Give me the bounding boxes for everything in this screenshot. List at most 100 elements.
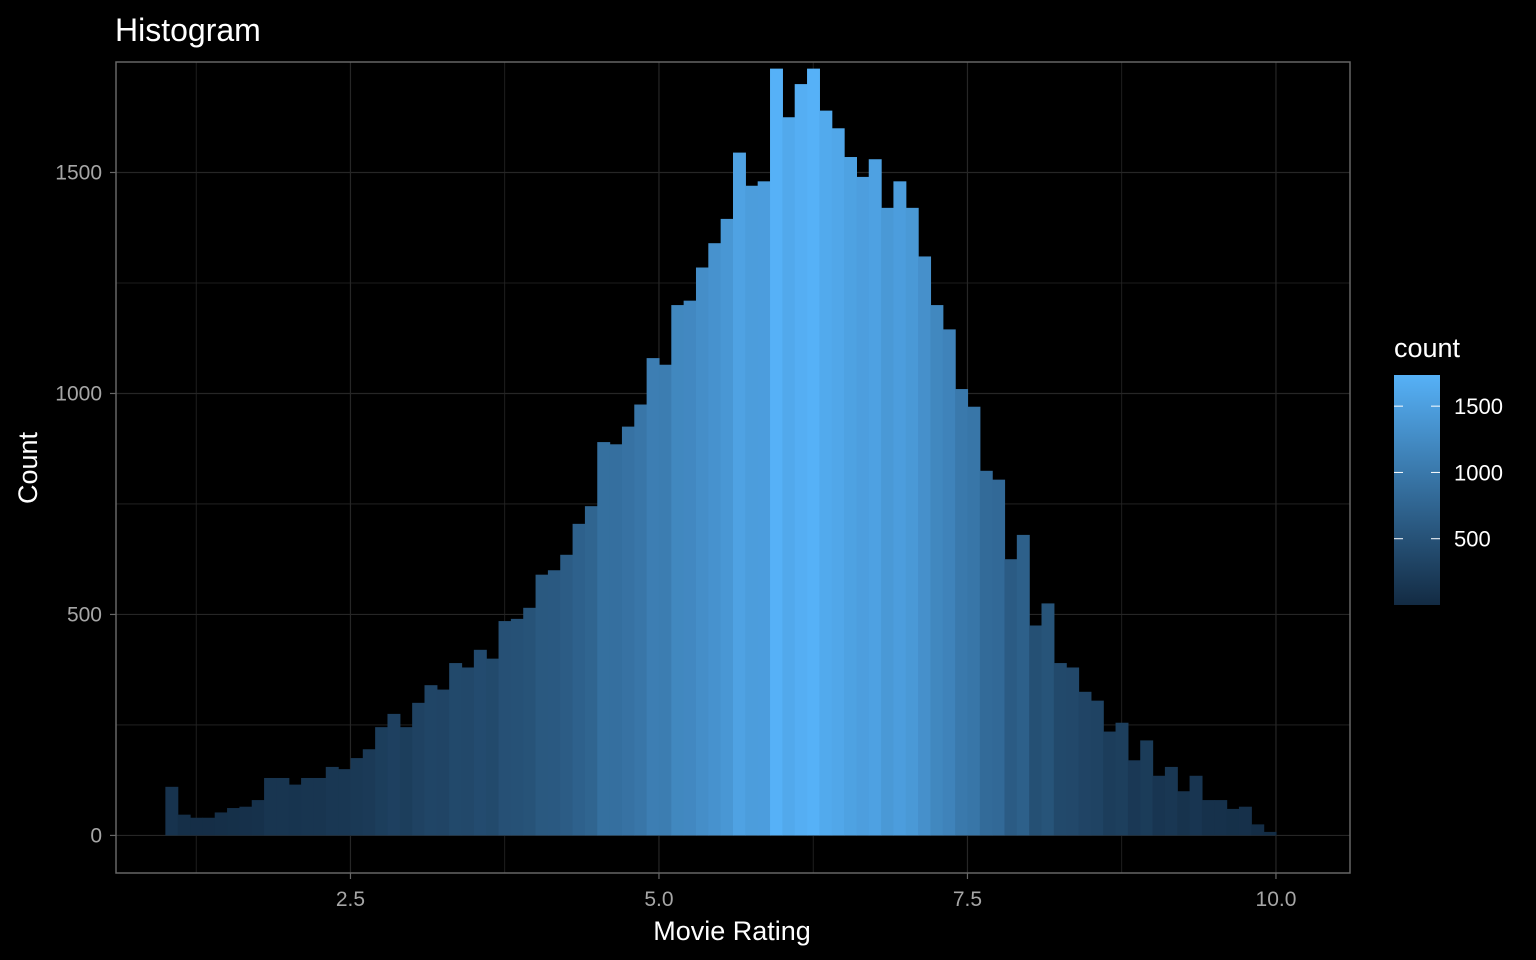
histogram-bar — [325, 766, 339, 836]
histogram-bar — [658, 364, 672, 836]
histogram-bar — [844, 157, 857, 836]
x-axis-ticks: 2.5 5.0 7.5 10.0 — [336, 873, 1297, 911]
histogram-bar — [757, 181, 771, 836]
histogram-bar — [955, 389, 969, 836]
x-tick-label: 5.0 — [644, 888, 673, 911]
histogram-bar — [276, 777, 290, 836]
histogram-bar — [942, 329, 956, 836]
legend-label: 500 — [1454, 527, 1491, 552]
histogram-bar — [165, 786, 179, 836]
histogram-bar — [412, 702, 426, 836]
legend-title: count — [1394, 333, 1461, 363]
panel-border — [115, 61, 1351, 874]
histogram-bar — [572, 523, 586, 836]
histogram-bar — [190, 817, 203, 836]
histogram-bar — [1238, 806, 1252, 836]
legend-label: 1500 — [1454, 394, 1503, 419]
x-tick-label: 2.5 — [336, 888, 365, 911]
histogram-bar — [1041, 603, 1055, 836]
y-axis-ticks: 0 500 1000 1500 — [55, 161, 116, 847]
histogram-bar — [1053, 663, 1067, 836]
histogram-bar — [1090, 700, 1104, 836]
histogram-bar — [1078, 691, 1092, 836]
y-tick-label: 1000 — [55, 382, 102, 405]
histogram-bar — [264, 777, 278, 836]
histogram-bar — [1016, 534, 1030, 836]
histogram-bar — [461, 667, 475, 836]
histogram-bar — [350, 758, 364, 836]
histogram-bar — [1115, 722, 1129, 836]
histogram-bar — [979, 470, 993, 836]
color-legend: count 500 1000 1500 — [1394, 333, 1503, 605]
histogram-bar — [227, 808, 240, 836]
y-tick-label: 1500 — [55, 161, 102, 184]
histogram-bar — [733, 152, 746, 836]
histogram-bar — [547, 570, 561, 836]
histogram-bar — [560, 554, 574, 836]
histogram-bar — [523, 607, 537, 836]
histogram-bar — [1029, 625, 1043, 836]
legend-label: 1000 — [1454, 460, 1503, 485]
histogram-bar — [720, 218, 734, 836]
histogram-bar — [794, 84, 808, 836]
histogram-bar — [387, 713, 401, 836]
histogram-bar — [375, 727, 389, 836]
histogram-bar — [683, 300, 697, 836]
histogram-bar — [782, 117, 796, 836]
histogram-bar — [868, 159, 882, 836]
x-tick-label: 10.0 — [1256, 888, 1297, 911]
histogram-bar — [930, 305, 944, 836]
y-axis-title: Count — [13, 431, 43, 504]
histogram-bar — [449, 663, 463, 836]
histogram-bar — [313, 777, 327, 836]
histogram-bar — [177, 814, 191, 836]
histogram-bar — [609, 444, 623, 836]
histogram-bar — [535, 574, 549, 836]
histogram-bar — [486, 658, 500, 836]
histogram-bar — [239, 806, 253, 836]
histogram-bar — [918, 256, 932, 836]
histogram-bar — [1177, 791, 1191, 836]
histogram-bar — [251, 800, 265, 836]
x-axis-title: Movie Rating — [653, 916, 811, 946]
histogram-bar — [745, 185, 759, 836]
histogram-bar — [1226, 808, 1240, 836]
histogram-bar — [856, 176, 870, 836]
histogram-bar — [1263, 831, 1277, 836]
histogram-bars — [165, 68, 1277, 836]
chart-title: Histogram — [115, 12, 261, 48]
histogram-bar — [905, 207, 919, 836]
histogram-bar — [1189, 775, 1203, 836]
histogram-bar — [1103, 731, 1117, 836]
histogram-bar — [584, 506, 598, 836]
histogram-bar — [1066, 667, 1080, 836]
histogram-bar — [1127, 760, 1141, 836]
legend-ticks: 500 1000 1500 — [1394, 394, 1503, 552]
histogram-bar — [1214, 800, 1228, 836]
histogram-bar — [621, 426, 635, 836]
y-tick-label: 0 — [90, 824, 102, 847]
histogram-bar — [819, 110, 833, 836]
histogram-bar — [831, 128, 845, 836]
histogram-bar — [1201, 800, 1215, 836]
histogram-bar — [1004, 559, 1018, 836]
histogram-bar — [338, 769, 352, 836]
histogram-bar — [436, 689, 450, 836]
legend-colorbar — [1394, 375, 1440, 605]
histogram-bar — [597, 442, 611, 836]
x-tick-label: 7.5 — [953, 888, 982, 911]
histogram-bar — [671, 305, 685, 836]
histogram-bar — [1164, 766, 1178, 836]
histogram-bar — [634, 404, 648, 836]
histogram-bar — [301, 777, 315, 836]
histogram-bar — [424, 685, 438, 836]
histogram-bar — [646, 358, 660, 836]
histogram-bar — [992, 479, 1006, 836]
histogram-bar — [770, 68, 783, 836]
histogram-bar — [399, 727, 413, 836]
plot-panel — [115, 61, 1351, 874]
y-tick-label: 500 — [67, 603, 102, 626]
histogram-bar — [1152, 775, 1166, 836]
histogram-bar — [498, 621, 512, 836]
histogram-bar — [967, 406, 981, 836]
